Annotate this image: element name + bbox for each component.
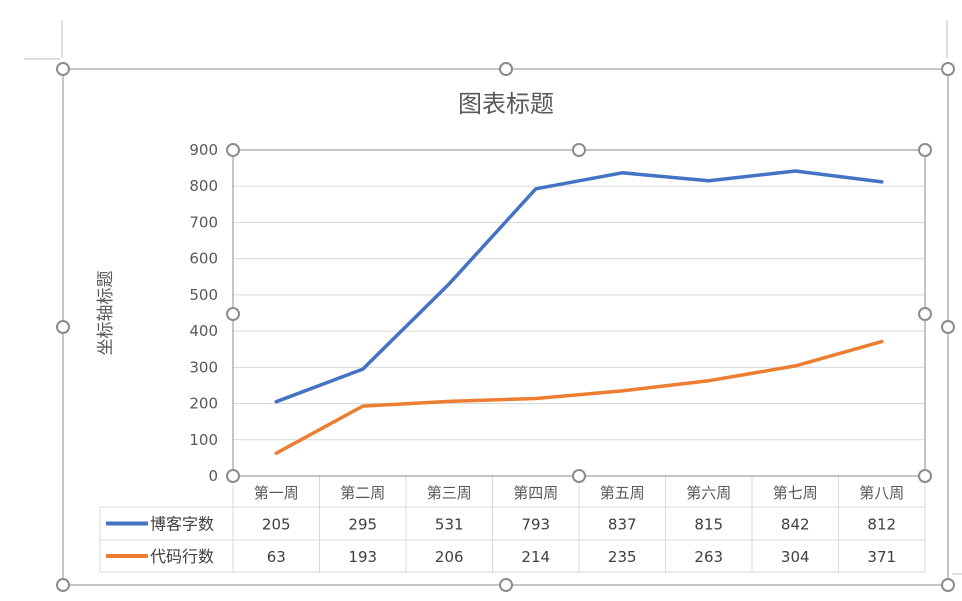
- series-line[interactable]: [274, 339, 884, 455]
- table-cell-value: 295: [348, 516, 377, 534]
- corner-guides: [24, 20, 962, 575]
- x-category-label: 第八周: [859, 484, 904, 502]
- table-cell-value: 842: [781, 516, 810, 534]
- table-cell-value: 214: [521, 548, 550, 566]
- table-cell-value: 371: [867, 548, 896, 566]
- legend-label: 代码行数: [150, 547, 214, 566]
- x-category-label: 第一周: [254, 484, 299, 502]
- resize-handle[interactable]: [941, 578, 955, 592]
- resize-handle[interactable]: [226, 469, 240, 483]
- selection-handles: [56, 62, 955, 592]
- resize-handle[interactable]: [918, 469, 932, 483]
- resize-handle[interactable]: [572, 469, 586, 483]
- y-tick-label: 500: [189, 286, 218, 304]
- table-cell-value: 304: [781, 548, 810, 566]
- x-category-label: 第六周: [686, 484, 731, 502]
- resize-handle[interactable]: [499, 62, 513, 76]
- y-tick-label: 100: [189, 431, 218, 449]
- table-cell-value: 812: [867, 516, 896, 534]
- y-axis-ticks: 0 100 200 300 400 500 600 700 800 900: [189, 141, 218, 485]
- series-lines: [274, 169, 884, 455]
- series-line[interactable]: [274, 169, 884, 404]
- plot-area-frame[interactable]: [232, 149, 926, 477]
- resize-handle[interactable]: [918, 307, 932, 321]
- table-cell-value: 263: [694, 548, 723, 566]
- resize-handle[interactable]: [941, 62, 955, 76]
- resize-handle[interactable]: [56, 62, 70, 76]
- x-category-label: 第二周: [340, 484, 385, 502]
- x-category-label: 第三周: [427, 484, 472, 502]
- table-cell-value: 531: [435, 516, 464, 534]
- table-cell-value: 793: [521, 516, 550, 534]
- table-cell-value: 815: [694, 516, 723, 534]
- table-cell-value: 193: [348, 548, 377, 566]
- y-tick-label: 200: [189, 395, 218, 413]
- y-axis-title[interactable]: 坐标轴标题: [96, 271, 116, 356]
- y-tick-label: 0: [208, 467, 218, 485]
- resize-handle[interactable]: [572, 143, 586, 157]
- resize-handle[interactable]: [499, 578, 513, 592]
- x-category-label: 第七周: [773, 484, 818, 502]
- legend-label: 博客字数: [150, 515, 214, 534]
- table-cell-value: 63: [267, 548, 286, 566]
- x-category-label: 第四周: [513, 484, 558, 502]
- resize-handle[interactable]: [941, 320, 955, 334]
- resize-handle[interactable]: [226, 307, 240, 321]
- table-cell-value: 235: [608, 548, 637, 566]
- resize-handle[interactable]: [56, 320, 70, 334]
- table-cell-value: 205: [262, 516, 291, 534]
- table-cell-value: 837: [608, 516, 637, 534]
- y-tick-label: 700: [189, 213, 218, 231]
- resize-handle[interactable]: [226, 143, 240, 157]
- resize-handle[interactable]: [56, 578, 70, 592]
- table-cell-value: 206: [435, 548, 464, 566]
- y-tick-label: 800: [189, 177, 218, 195]
- y-tick-label: 400: [189, 322, 218, 340]
- chart-title[interactable]: 图表标题: [458, 90, 554, 118]
- y-tick-label: 300: [189, 358, 218, 376]
- x-category-label: 第五周: [600, 484, 645, 502]
- y-tick-label: 600: [189, 250, 218, 268]
- y-tick-label: 900: [189, 141, 218, 159]
- resize-handle[interactable]: [918, 143, 932, 157]
